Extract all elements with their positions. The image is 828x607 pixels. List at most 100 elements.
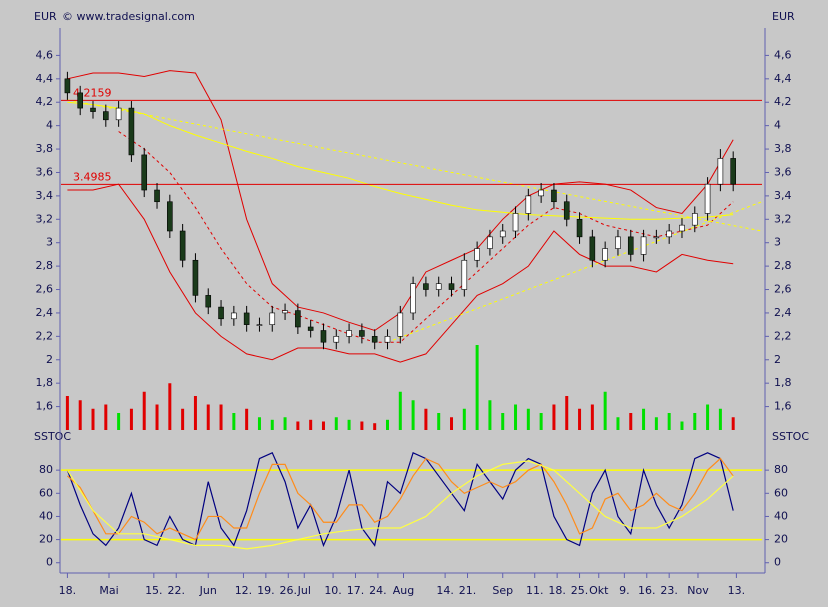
candle-body: [525, 195, 532, 214]
volume-bar: [488, 400, 492, 430]
candle-body: [128, 107, 135, 156]
x-tick-label: Nov: [687, 584, 709, 597]
y2-tick-label: 3,6: [774, 165, 792, 178]
candle-body: [205, 295, 212, 308]
candle-body: [435, 283, 442, 290]
volume-bar: [117, 413, 121, 430]
volume-bar: [654, 417, 658, 430]
y2-tick-label: 3: [774, 236, 781, 249]
candle-body: [90, 107, 96, 112]
volume-bar: [181, 408, 185, 430]
volume-bar: [629, 413, 633, 430]
candle-body: [704, 183, 711, 214]
candle-body: [691, 213, 698, 226]
line: [66, 460, 734, 550]
candle-body: [346, 330, 352, 337]
candle-body: [77, 92, 84, 109]
y2-tick-label: 40: [774, 509, 788, 522]
volume-bar: [590, 404, 594, 430]
volume-bar: [206, 404, 210, 430]
volume-bar: [616, 417, 620, 430]
x-tick-label: 16.: [638, 584, 656, 597]
y2-tick-label: 4,4: [774, 72, 792, 85]
x-tick-label: 21.: [459, 584, 477, 597]
candle-body: [384, 336, 391, 343]
y-tick-label: 1,6: [36, 400, 54, 413]
x-tick-label: 17.: [347, 584, 365, 597]
candle-body: [653, 236, 660, 239]
y2-tick-label: 3,4: [774, 189, 792, 202]
x-tick-label: Sep: [492, 584, 513, 597]
x-tick-label: 10.: [324, 584, 342, 597]
y2-label: EUR: [772, 10, 795, 23]
candle-body: [269, 312, 276, 325]
y2-tick-label: 3,2: [774, 212, 792, 225]
x-tick-label: 15.: [145, 584, 163, 597]
line: [67, 70, 734, 332]
volume-bar: [91, 408, 95, 430]
y-tick-label: 3,2: [36, 212, 54, 225]
y-tick-label: 1,8: [36, 376, 54, 389]
volume-bar: [283, 417, 287, 430]
candle-body: [602, 248, 608, 261]
y-tick-label: 3,6: [36, 165, 54, 178]
y-tick-label: 4,4: [36, 72, 54, 85]
y-tick-label: 40: [39, 509, 53, 522]
candle-body: [717, 158, 724, 185]
candle-body: [179, 230, 186, 261]
y-tick-label: 2,2: [36, 329, 54, 342]
volume-bar: [347, 419, 351, 430]
candle-body: [410, 283, 416, 314]
volume-bar: [245, 408, 249, 430]
volume-bar: [373, 423, 377, 430]
volume-bar: [424, 408, 428, 430]
candle-body: [448, 283, 455, 290]
volume-bar: [193, 396, 197, 430]
volume-bar: [296, 421, 300, 430]
candle-body: [282, 310, 288, 314]
y2-tick-label: 2,6: [774, 283, 792, 296]
candle-body: [307, 326, 314, 331]
y-tick-label: 2: [46, 353, 53, 366]
volume-bar: [578, 408, 582, 430]
y2-tick-label: 2,2: [774, 329, 792, 342]
x-tick-label: 11.: [526, 584, 544, 597]
volume-bar: [462, 408, 466, 430]
y2-tick-label: 4,6: [774, 48, 792, 61]
volume-bar: [398, 391, 402, 430]
candle-body: [487, 236, 493, 249]
y2-tick-label: 0: [774, 556, 781, 569]
candle-body: [474, 248, 480, 261]
volume-bar: [309, 419, 313, 430]
candle-body: [154, 189, 160, 203]
candle-body: [218, 306, 224, 320]
volume-bar: [667, 413, 671, 430]
volume-bar: [360, 421, 364, 430]
y2-tick-label: 80: [774, 463, 788, 476]
x-tick-label: Jul: [297, 584, 311, 597]
x-tick-label: 25.: [571, 584, 589, 597]
y2-tick-label: 1,8: [774, 376, 792, 389]
volume-bar: [475, 345, 479, 430]
y-tick-label: 4,6: [36, 48, 54, 61]
y2-label: SSTOC: [772, 430, 809, 443]
y-tick-label: 20: [39, 533, 53, 546]
x-tick-label: 13.: [728, 584, 746, 597]
candle-body: [333, 336, 340, 343]
candle-body: [576, 218, 583, 238]
volume-bar: [565, 396, 569, 430]
volume-bar: [539, 413, 543, 430]
volume-bar: [142, 391, 146, 430]
candle-body: [141, 154, 148, 191]
y-label: EUR: [34, 10, 57, 23]
line: [66, 457, 734, 541]
y-tick-label: 60: [39, 486, 53, 499]
y2-tick-label: 2,4: [774, 306, 792, 319]
candle-body: [103, 111, 109, 121]
volume-bar: [78, 400, 82, 430]
x-tick-label: 9.: [619, 584, 630, 597]
candle-body: [538, 189, 544, 197]
volume-bar: [321, 421, 325, 430]
